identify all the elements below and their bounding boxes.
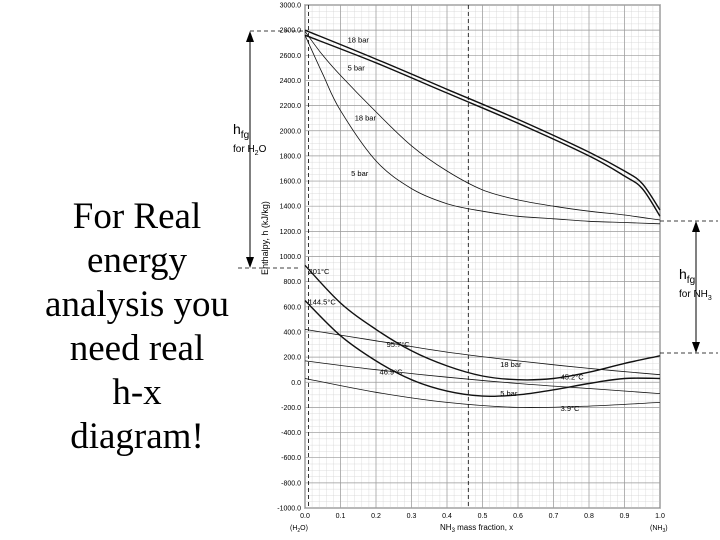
series-line bbox=[304, 300, 661, 398]
series-line bbox=[304, 35, 661, 225]
y-tick-label: 800.0 bbox=[283, 279, 301, 286]
hfg-h2o-symbol: hfg bbox=[233, 121, 249, 141]
x-tick-label: 0.4 bbox=[442, 513, 452, 520]
y-tick-label: 1600.0 bbox=[280, 179, 302, 186]
x-axis-label: NH3 mass fraction, x bbox=[440, 523, 513, 534]
y-tick-label: -800.0 bbox=[281, 480, 301, 487]
y-tick-label: 0.0 bbox=[291, 380, 301, 387]
y-tick-label: 2400.0 bbox=[280, 78, 302, 85]
series-line bbox=[304, 34, 661, 217]
curve-label: 18 bar bbox=[355, 114, 377, 123]
series-line bbox=[304, 329, 661, 376]
x-end-label-h2o: (H2O) bbox=[290, 525, 308, 534]
x-tick-label: 0.2 bbox=[371, 513, 381, 520]
hfg-nh3-annotation: hfg for NH3 bbox=[660, 220, 718, 354]
curve-label: 3.9°C bbox=[561, 404, 580, 413]
x-tick-label: 0.6 bbox=[513, 513, 523, 520]
chart-grid bbox=[304, 4, 661, 509]
curve-label: 45.2°C bbox=[561, 373, 585, 382]
hfg-nh3-symbol: hfg bbox=[679, 266, 695, 286]
curve-label: 18 bar bbox=[348, 36, 370, 45]
x-tick-label: 0.5 bbox=[478, 513, 488, 520]
curve-label: 46.9°C bbox=[380, 368, 404, 377]
x-tick-label: 0.0 bbox=[300, 513, 310, 520]
series-line bbox=[304, 360, 661, 394]
series-line bbox=[304, 31, 661, 221]
x-tick-label: 0.7 bbox=[549, 513, 559, 520]
slide-note: For Real energy analysis you need real h… bbox=[22, 195, 252, 459]
hfg-h2o-annotation: hfg for H2O bbox=[233, 30, 305, 269]
y-tick-label: 400.0 bbox=[283, 329, 301, 336]
note-line: h-x bbox=[112, 372, 162, 413]
x-tick-label: 1.0 bbox=[655, 513, 665, 520]
y-tick-label: 2200.0 bbox=[280, 103, 302, 110]
curve-label: 95.7°C bbox=[387, 340, 411, 349]
x-tick-label: 0.9 bbox=[620, 513, 630, 520]
y-tick-label: -200.0 bbox=[281, 405, 301, 412]
hfg-h2o-label: for H2O bbox=[233, 144, 267, 157]
curve-label: 5 bar bbox=[500, 389, 518, 398]
chart-ticks: 0.0 0.1 0.2 0.3 0.4 0.5 0.6 0.7 0.8 0.9 1.0 3000.0 2… bbox=[277, 3, 665, 521]
y-tick-label: -600.0 bbox=[281, 455, 301, 462]
curve-label: 201°C bbox=[309, 267, 331, 276]
curve-label: 5 bar bbox=[348, 63, 366, 72]
hfg-h2o-arrow-up bbox=[246, 31, 254, 42]
y-tick-label: 2600.0 bbox=[280, 53, 302, 60]
chart-curves bbox=[304, 29, 661, 408]
y-axis-label: Enthalpy, h (kJ/kg) bbox=[260, 201, 270, 275]
y-tick-label: 2000.0 bbox=[280, 128, 302, 135]
series-line bbox=[304, 264, 661, 381]
y-tick-label: 2800.0 bbox=[280, 28, 302, 35]
series-line bbox=[304, 378, 661, 408]
y-tick-label: 1400.0 bbox=[280, 204, 302, 211]
y-tick-label: 200.0 bbox=[283, 355, 301, 362]
y-tick-label: 1200.0 bbox=[280, 229, 302, 236]
note-line: diagram! bbox=[70, 416, 204, 457]
note-line: need real bbox=[69, 328, 205, 369]
y-tick-label: 3000.0 bbox=[280, 3, 302, 10]
curve-label: 5 bar bbox=[351, 169, 369, 178]
note-line: For Real bbox=[72, 196, 202, 237]
x-tick-label: 0.8 bbox=[584, 513, 594, 520]
hfg-nh3-arrow-down bbox=[692, 342, 700, 353]
y-tick-label: -1000.0 bbox=[277, 506, 301, 513]
series-line bbox=[304, 29, 661, 211]
hfg-nh3-label: for NH3 bbox=[679, 289, 712, 302]
y-tick-label: -400.0 bbox=[281, 430, 301, 437]
y-tick-label: 600.0 bbox=[283, 304, 301, 311]
curve-label: 144.5°C bbox=[309, 297, 337, 306]
y-tick-label: 1800.0 bbox=[280, 153, 302, 160]
chart-annotations: 18 bar 5 bar 18 bar 5 bar 201°C 144.5°C 95.7°C… bbox=[309, 36, 585, 413]
note-line: energy bbox=[87, 240, 187, 281]
hfg-h2o-arrow-down bbox=[246, 257, 254, 268]
x-tick-label: 0.1 bbox=[336, 513, 346, 520]
hfg-nh3-arrow-up bbox=[692, 221, 700, 232]
curve-label: 18 bar bbox=[500, 360, 522, 369]
note-line: analysis you bbox=[45, 284, 229, 325]
x-end-label-nh3: (NH3) bbox=[650, 525, 668, 534]
y-tick-label: 1000.0 bbox=[280, 254, 302, 261]
x-tick-label: 0.3 bbox=[407, 513, 417, 520]
